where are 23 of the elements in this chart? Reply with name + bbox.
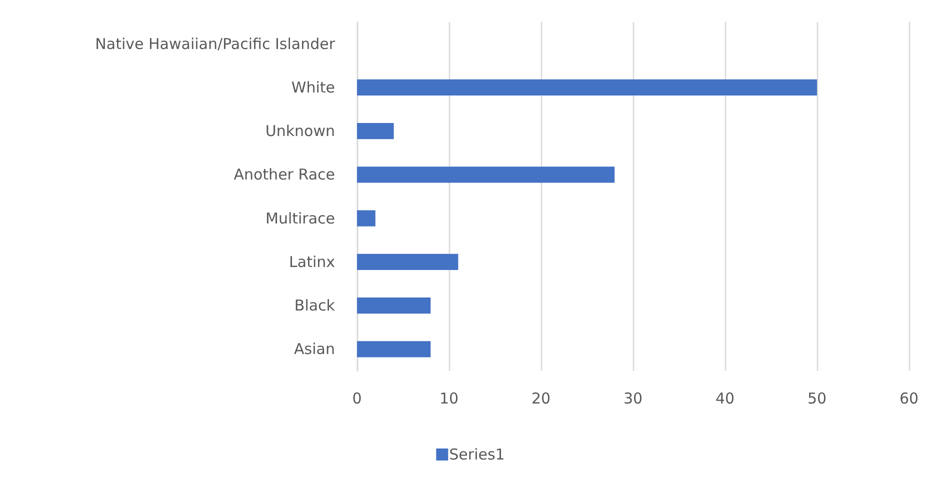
y-tick-label: Another Race: [234, 166, 335, 184]
y-tick-label: Asian: [294, 340, 335, 358]
bar: [357, 210, 376, 226]
y-tick-label: Unknown: [265, 122, 335, 140]
x-tick-label: 20: [531, 390, 551, 408]
y-tick-label: Black: [294, 296, 336, 315]
x-tick-label: 50: [807, 390, 827, 408]
x-tick-label: 60: [899, 390, 919, 408]
x-tick-label: 0: [352, 390, 362, 408]
x-tick-label: 10: [439, 390, 459, 408]
y-tick-label: Native Hawaiian/Pacific Islander: [95, 34, 336, 53]
bar: [357, 122, 394, 140]
y-tick-label: Latinx: [289, 252, 336, 271]
legend-label: Series1: [449, 446, 505, 464]
y-tick-label: Multirace: [266, 209, 335, 228]
y-tick-label: White: [291, 78, 335, 96]
bar: [357, 79, 817, 96]
bar: [357, 297, 431, 314]
x-tick-label: 30: [623, 390, 643, 408]
bar: [357, 341, 431, 358]
bar: [357, 254, 458, 270]
bar: [357, 166, 615, 183]
x-tick-label: 40: [715, 390, 735, 408]
